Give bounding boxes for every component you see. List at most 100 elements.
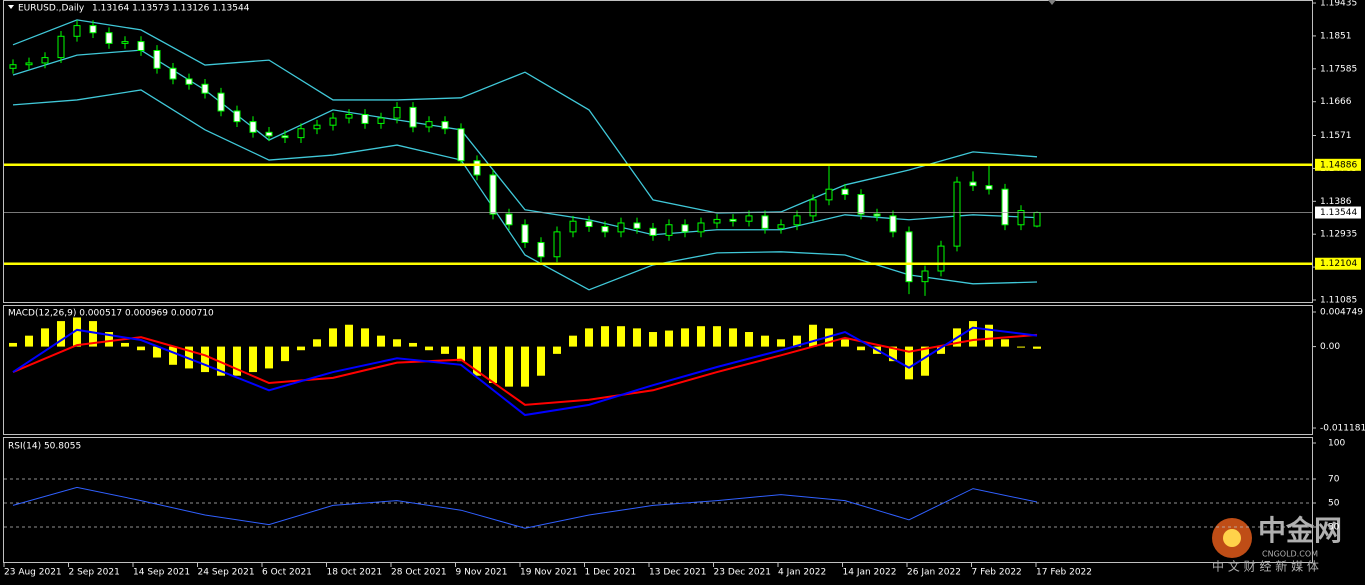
candle-body <box>265 131 273 137</box>
macd-bar <box>313 339 321 347</box>
candle-body <box>137 41 145 51</box>
macd-bar <box>441 346 449 354</box>
macd-bar <box>585 328 593 347</box>
macd-bar <box>233 346 241 376</box>
candle-body <box>713 218 721 224</box>
macd-bar <box>697 326 705 347</box>
macd-bar <box>841 339 849 347</box>
candle-body <box>905 231 913 283</box>
panel-frames <box>3 0 1313 563</box>
macd-bar <box>297 346 305 351</box>
shift-marker <box>1048 0 1056 5</box>
macd-bar <box>281 346 289 362</box>
x-tick-label: 2 Sep 2021 <box>69 568 120 578</box>
x-tick-label: 18 Oct 2021 <box>327 568 383 578</box>
macd-bar <box>601 326 609 347</box>
candle-body <box>425 121 433 128</box>
x-tick-label: 23 Dec 2021 <box>714 568 772 578</box>
macd-bar <box>729 328 737 347</box>
ohlc-header: 1.13164 1.13573 1.13126 1.13544 <box>92 4 250 14</box>
macd-tick-label: -0.011181 <box>1320 424 1365 434</box>
candle-body <box>89 25 97 34</box>
level-tag <box>1315 158 1361 171</box>
macd-bar <box>361 328 369 347</box>
candle-body <box>601 226 609 233</box>
macd-bar <box>793 335 801 347</box>
candle-body <box>569 220 577 233</box>
symbol-header: EURUSD.,Daily <box>18 4 85 14</box>
macd-bar <box>57 321 65 347</box>
macd-bar <box>649 332 657 347</box>
macd-bar <box>713 326 721 347</box>
candle-body <box>121 41 129 44</box>
macd-bar <box>249 346 257 373</box>
candle-body <box>393 106 401 119</box>
candle-body <box>169 67 177 80</box>
macd-bar <box>345 324 353 347</box>
macd-bar <box>505 346 513 387</box>
y-tick-label: 1.1666 <box>1320 97 1352 107</box>
macd-bar <box>425 346 433 351</box>
macd-bar <box>985 324 993 347</box>
y-tick-label: 1.17585 <box>1320 64 1357 74</box>
level-label: 1.14886 <box>1320 160 1357 170</box>
macd-bar <box>9 342 17 347</box>
candle-body <box>1033 212 1041 227</box>
x-tick-label: 14 Sep 2021 <box>133 568 190 578</box>
candle-body <box>217 92 225 112</box>
macd-bar <box>569 335 577 347</box>
macd-bar <box>809 324 817 347</box>
candle-body <box>873 213 881 217</box>
price-label: 1.13544 <box>1320 208 1357 218</box>
candle-body <box>41 57 49 64</box>
candle-body <box>1001 188 1009 226</box>
rsi-tick-label: 30 <box>1328 523 1340 533</box>
candle-body <box>9 64 17 69</box>
candle-body <box>25 62 33 66</box>
candle-body <box>729 218 737 222</box>
macd-bar <box>489 346 497 383</box>
macd-bar <box>457 346 465 362</box>
x-tick-label: 14 Jan 2022 <box>843 568 897 578</box>
candle-body <box>985 185 993 190</box>
macd-bar <box>25 335 33 347</box>
candle-body <box>969 181 977 187</box>
macd-bar <box>121 342 129 347</box>
macd-bar <box>169 346 177 365</box>
candle-body <box>889 215 897 233</box>
x-tick-label: 23 Aug 2021 <box>4 568 62 578</box>
candle-body <box>297 128 305 139</box>
candle-body <box>777 224 785 229</box>
y-tick-label: 1.12935 <box>1320 230 1357 240</box>
rsi-tick-label: 70 <box>1328 475 1340 485</box>
macd-bar <box>473 346 481 376</box>
macd-bar <box>969 321 977 347</box>
level-label: 1.12104 <box>1320 259 1357 269</box>
candle-body <box>921 270 929 283</box>
macd-bar <box>105 332 113 347</box>
candle-body <box>233 110 241 123</box>
macd-bar <box>217 346 225 376</box>
macd-bar <box>937 346 945 354</box>
x-tick-label: 13 Dec 2021 <box>649 568 707 578</box>
macd-tick-label: 0.004749 <box>1320 307 1363 317</box>
candle-body <box>665 224 673 236</box>
candle-body <box>185 78 193 85</box>
rsi-tick-label: 100 <box>1328 439 1345 449</box>
macd-bar <box>377 335 385 347</box>
candle-body <box>553 231 561 258</box>
candle-body <box>57 35 65 59</box>
price-tag <box>1315 206 1361 219</box>
candle-body <box>953 181 961 247</box>
candle-body <box>361 114 369 124</box>
macd-bar <box>681 328 689 347</box>
macd-bar <box>521 346 529 387</box>
macd-bar <box>745 332 753 347</box>
macd-bar <box>153 346 161 358</box>
macd-bar <box>665 330 673 347</box>
menu-arrow <box>8 5 14 9</box>
x-tick-label: 19 Nov 2021 <box>520 568 578 578</box>
candle-body <box>313 124 321 130</box>
